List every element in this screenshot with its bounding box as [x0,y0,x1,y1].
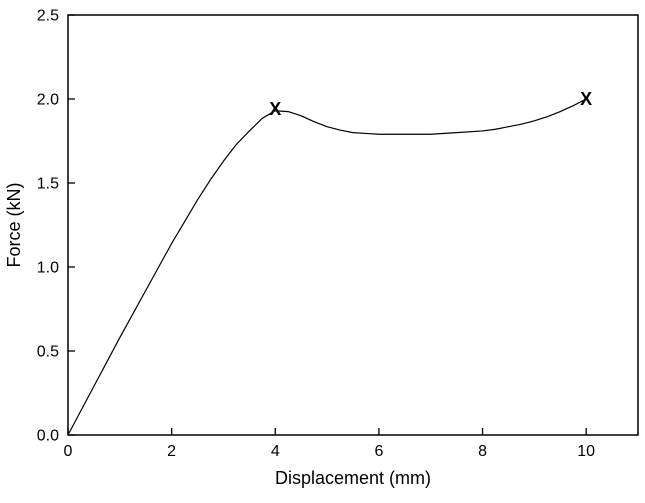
marker-x: X [580,89,592,109]
svg-text:0: 0 [64,443,73,460]
svg-text:4: 4 [271,443,280,460]
svg-text:2: 2 [167,443,176,460]
svg-text:2.0: 2.0 [37,92,59,109]
svg-text:2.5: 2.5 [37,8,59,25]
svg-text:1.5: 1.5 [37,176,59,193]
svg-text:0.5: 0.5 [37,344,59,361]
svg-text:0.0: 0.0 [37,428,59,445]
svg-text:6: 6 [374,443,383,460]
x-axis-label: Displacement (mm) [274,468,432,488]
svg-text:10: 10 [577,443,595,460]
svg-text:8: 8 [478,443,487,460]
y-axis-label: Force (kN) [4,182,24,268]
marker-x: X [269,99,281,119]
svg-text:1.0: 1.0 [37,260,59,277]
